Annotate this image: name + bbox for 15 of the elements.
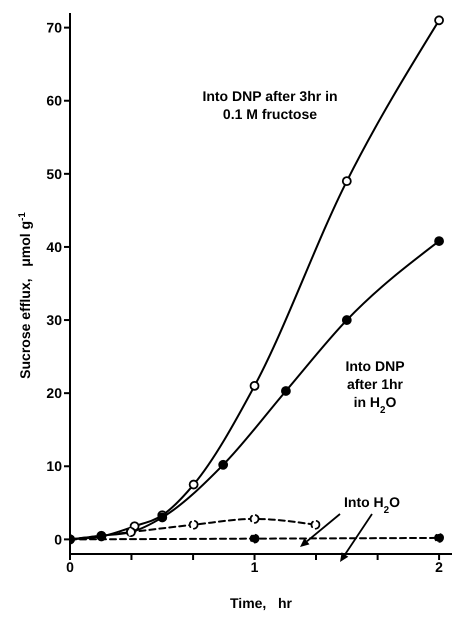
y-tick-label: 70 [46, 20, 62, 36]
y-tick-label: 40 [46, 238, 62, 255]
y-tick-label: 20 [46, 385, 62, 402]
y-tick-label: 0 [54, 531, 62, 548]
y-tick-label: 50 [46, 166, 62, 182]
x-tick-label: 2 [435, 558, 444, 575]
y-tick-label: 30 [46, 312, 62, 328]
y-tick-label: 60 [46, 92, 62, 109]
y-tick-label: 10 [46, 458, 62, 474]
x-tick-label: 0 [66, 558, 74, 575]
annotation: Into DNP after 1hr in H$_{2}$O [345, 358, 405, 416]
annotation: Into DNP after 3hr in 0.1 M fructose [202, 88, 338, 122]
x-axis-title: Time, hr [230, 595, 293, 611]
annotation: Into H$_{2}$O [344, 494, 400, 516]
x-tick-label: 1 [250, 558, 259, 575]
